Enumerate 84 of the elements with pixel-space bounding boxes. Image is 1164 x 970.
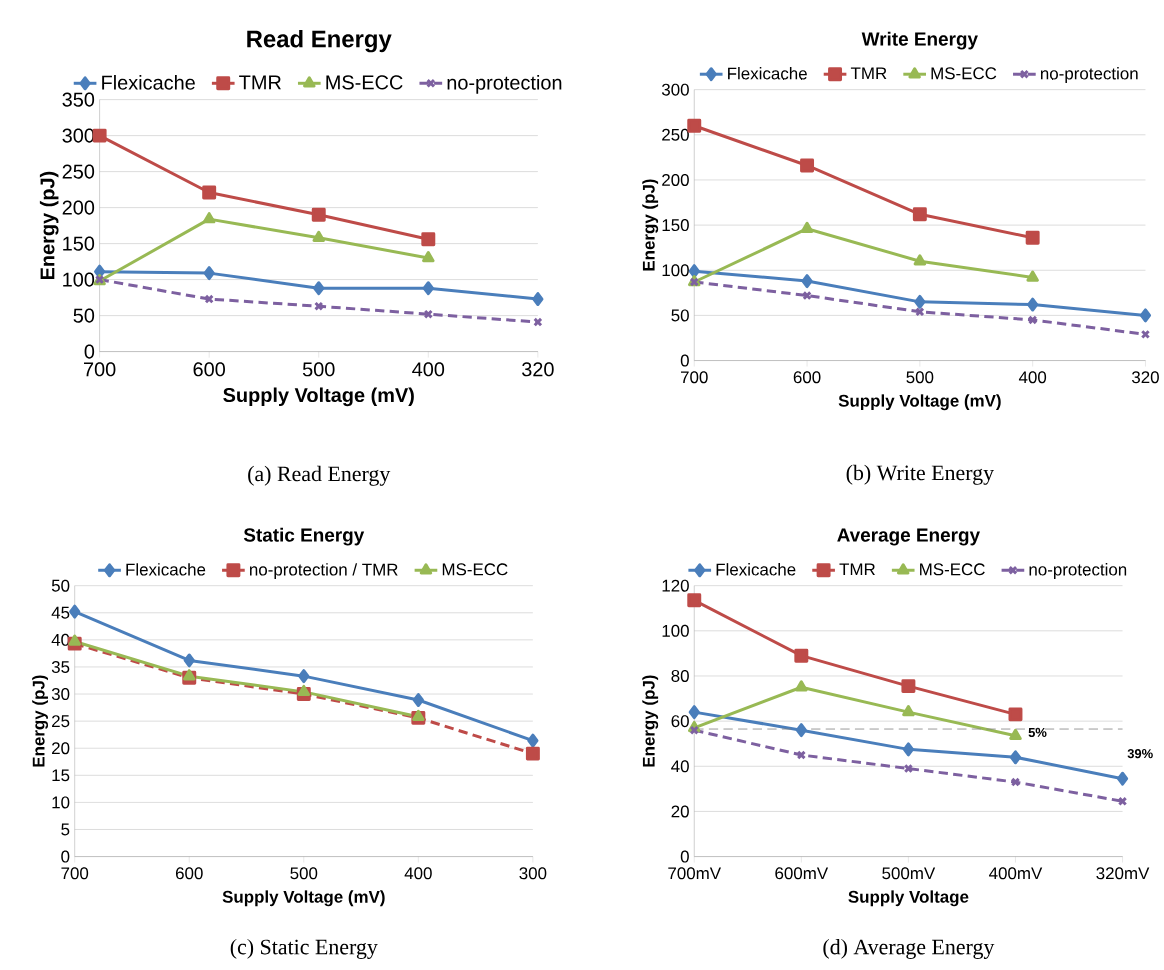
y-tick-label: 200	[662, 173, 689, 186]
x-tick-label: 400	[404, 867, 432, 880]
text: (c) Static Energy	[230, 938, 378, 959]
x-tick-label: 600mV	[775, 867, 829, 880]
y-tick-label: 15	[52, 769, 70, 782]
y-tick-label: 0	[680, 850, 689, 863]
x-tick-label: 320	[522, 362, 554, 377]
chart-title: Write Energy	[861, 31, 978, 50]
x-tick-label: 600	[175, 867, 203, 880]
legend-label: TMR	[839, 563, 875, 576]
legend-label: TMR	[850, 67, 887, 79]
x-tick-label: 320	[1131, 371, 1159, 384]
x-tick-label: 300	[519, 867, 547, 880]
legend-label: no-protection	[1040, 67, 1138, 83]
x-tick-label: 600	[793, 371, 821, 384]
chart-title: Read Energy	[247, 29, 392, 53]
x-tick-label: 700	[84, 362, 116, 377]
x-tick-label: 500mV	[882, 867, 936, 880]
x-tick-label: 600	[193, 362, 225, 377]
y-axis-title: Energy (pJ)	[32, 675, 49, 767]
legend-label: MS-ECC	[326, 75, 403, 90]
y-tick-label: 5	[61, 823, 70, 836]
y-tick-label: 50	[51, 579, 70, 592]
x-tick-label: 400	[412, 362, 445, 377]
legend-label: MS-ECC	[920, 563, 985, 576]
y-tick-label: 0	[61, 850, 70, 863]
x-tick-label: 700	[61, 867, 89, 880]
x-axis-title: Supply Voltage	[848, 890, 969, 907]
legend-label: no-protection	[1029, 563, 1127, 579]
x-tick-label: 500	[290, 867, 318, 880]
legend-label: Flexicache	[126, 563, 206, 576]
y-tick-label: 300	[661, 83, 689, 96]
legend-label: MS-ECC	[931, 67, 997, 80]
y-tick-label: 200	[62, 200, 95, 215]
x-tick-label: 400	[1018, 371, 1047, 384]
y-tick-label: 120	[662, 579, 689, 592]
legend-label: Flexicache	[102, 75, 195, 90]
x-tick-label: 320mV	[1096, 867, 1150, 880]
chart-title: Average Energy	[837, 528, 980, 546]
legend-label: no-protection	[447, 75, 562, 94]
y-tick-label: 10	[52, 796, 70, 809]
text: 39%	[1127, 748, 1153, 759]
y-axis-title: Energy (pJ)	[642, 675, 659, 767]
x-axis-title: Supply Voltage (mV)	[838, 394, 1001, 411]
y-tick-label: 100	[662, 264, 689, 277]
y-tick-label: 25	[52, 715, 70, 728]
y-tick-label: 0	[680, 354, 689, 367]
y-tick-label: 50	[671, 309, 689, 322]
y-tick-label: 30	[51, 687, 70, 700]
x-axis-title: Supply Voltage (mV)	[222, 890, 385, 907]
y-tick-label: 20	[52, 742, 70, 755]
y-tick-label: 60	[671, 715, 689, 728]
chart-title: Static Energy	[243, 527, 365, 546]
y-tick-label: 250	[62, 164, 95, 179]
x-tick-label: 500	[906, 371, 934, 384]
legend-label: MS-ECC	[442, 563, 508, 576]
y-tick-label: 150	[662, 219, 689, 232]
x-tick-label: 400mV	[989, 867, 1043, 880]
y-tick-label: 0	[84, 344, 95, 359]
x-tick-label: 500	[302, 362, 335, 377]
x-axis-title: Supply Voltage (mV)	[223, 387, 414, 407]
text: (b) Write Energy	[846, 464, 994, 485]
y-tick-label: 350	[62, 92, 95, 107]
y-tick-label: 40	[671, 760, 689, 773]
legend-label: TMR	[239, 75, 281, 90]
y-tick-label: 45	[51, 606, 70, 619]
annotation: 5%	[1028, 727, 1047, 737]
x-tick-label: 700	[681, 371, 708, 384]
x-tick-label: 700mV	[668, 867, 721, 880]
y-tick-label: 80	[671, 669, 689, 682]
text: (a) Read Energy	[248, 465, 391, 486]
legend-label: Flexicache	[728, 67, 807, 80]
y-tick-label: 35	[51, 660, 70, 673]
y-tick-label: 100	[63, 272, 95, 287]
y-tick-label: 250	[662, 128, 689, 141]
y-axis-title: Energy (pJ)	[39, 171, 59, 279]
legend-label: no-protection / TMR	[250, 563, 398, 579]
legend-label: Flexicache	[716, 563, 796, 576]
y-axis-title: Energy (pJ)	[642, 179, 659, 271]
text: (d) Average Energy	[823, 938, 995, 959]
y-tick-label: 100	[662, 624, 689, 637]
y-tick-label: 50	[73, 308, 95, 323]
y-tick-label: 20	[671, 805, 689, 818]
y-tick-label: 150	[63, 236, 95, 251]
